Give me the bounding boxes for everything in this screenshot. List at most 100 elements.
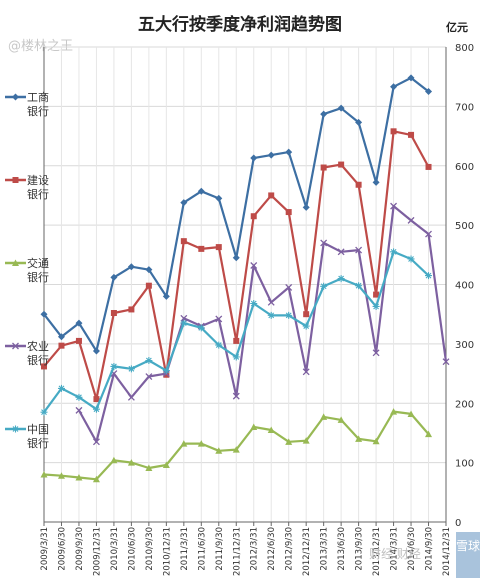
x-tick-label: 2011/9/30	[215, 527, 225, 571]
data-point	[390, 408, 398, 415]
data-point	[92, 475, 100, 483]
data-point	[390, 83, 398, 91]
x-tick-label: 2011/6/30	[197, 527, 207, 571]
data-point	[372, 302, 380, 310]
data-point	[407, 216, 415, 224]
x-tick-label: 2011/3/31	[180, 527, 190, 571]
data-point	[390, 248, 398, 256]
watermark-bottom: 财经 财经	[369, 547, 421, 561]
data-point	[320, 282, 328, 290]
data-point	[442, 358, 450, 366]
data-point	[41, 363, 47, 370]
x-tick-label: 2009/6/30	[57, 527, 67, 571]
data-point	[145, 266, 153, 274]
x-tick-label: 2012/12/31	[302, 527, 312, 576]
y-tick-label: 700	[455, 102, 474, 113]
data-point	[250, 262, 258, 269]
series-3	[75, 202, 450, 446]
data-point	[285, 148, 293, 156]
data-point	[355, 181, 362, 188]
data-point	[320, 164, 327, 171]
data-point	[162, 292, 170, 300]
data-point	[110, 273, 118, 281]
data-point	[302, 203, 310, 211]
y-tick-label: 0	[455, 518, 461, 529]
legend-label: 农业	[27, 339, 49, 353]
data-point	[162, 367, 170, 375]
legend-label: 银行	[27, 353, 49, 367]
x-tick-label: 2013/9/30	[355, 527, 365, 571]
data-point	[338, 161, 345, 168]
data-point	[180, 199, 188, 207]
x-tick-label: 2013/12/31	[372, 527, 382, 576]
x-tick-labels: 2009/3/31 2009/6/30 2009/9/30 2009/12/31 201…	[40, 527, 452, 576]
data-point	[337, 248, 345, 256]
legend-label: 银行	[27, 187, 49, 201]
x-tick-label: 2012/6/30	[267, 527, 277, 571]
data-point	[127, 459, 135, 466]
data-point	[12, 425, 19, 433]
x-tick-label: 2010/9/30	[145, 527, 155, 571]
x-tick-label: 2014/3/31	[390, 527, 400, 571]
y-tick-label: 200	[455, 399, 474, 410]
data-point	[302, 437, 310, 444]
y-tick-labels: 0 100 200 300 400 500 600 700 800	[455, 43, 474, 529]
data-point	[75, 393, 83, 401]
data-point	[215, 447, 223, 454]
data-point	[145, 282, 152, 289]
data-point	[145, 464, 153, 471]
data-point	[127, 263, 135, 271]
data-point	[267, 298, 275, 306]
data-point	[127, 365, 135, 373]
series-line	[78, 205, 448, 443]
x-tick-label: 2014/6/30	[407, 527, 417, 571]
legend-label: 中国	[27, 423, 49, 436]
data-point	[198, 245, 205, 252]
legend-label: 银行	[27, 104, 49, 118]
series-4	[40, 248, 433, 416]
x-tick-label: 2013/3/31	[320, 527, 330, 571]
data-point	[337, 416, 345, 423]
data-point	[163, 371, 170, 378]
data-point	[302, 322, 310, 330]
data-point	[57, 333, 65, 341]
data-point	[40, 471, 48, 478]
watermark-corner-box	[456, 532, 480, 578]
data-point	[93, 396, 100, 403]
data-point	[197, 324, 205, 332]
watermark-corner: 雪球	[456, 539, 480, 553]
y-tick-label: 500	[455, 221, 474, 232]
data-point	[250, 300, 258, 307]
data-point	[145, 357, 153, 364]
data-point	[75, 406, 83, 414]
x-tick-label: 2009/12/31	[92, 527, 102, 576]
x-tick-label: 2011/12/31	[232, 527, 242, 576]
data-point	[425, 430, 433, 438]
data-point	[233, 337, 240, 344]
data-point	[355, 435, 363, 442]
y-tick-label: 600	[455, 162, 474, 173]
data-point	[425, 230, 432, 238]
unit-label: 亿元	[446, 20, 468, 34]
data-point	[128, 306, 135, 313]
data-point	[57, 472, 65, 479]
legend-label: 银行	[27, 436, 49, 450]
data-point	[303, 311, 310, 318]
data-point	[267, 426, 275, 433]
data-point	[162, 461, 170, 468]
series-1	[41, 128, 432, 403]
x-tick-label: 2013/6/30	[337, 527, 347, 571]
data-point	[355, 282, 363, 290]
data-point	[267, 311, 275, 319]
data-point	[390, 128, 397, 135]
data-point	[75, 319, 83, 327]
data-point	[12, 177, 19, 183]
data-point	[215, 341, 223, 349]
data-point	[127, 393, 135, 401]
data-point	[57, 384, 65, 392]
